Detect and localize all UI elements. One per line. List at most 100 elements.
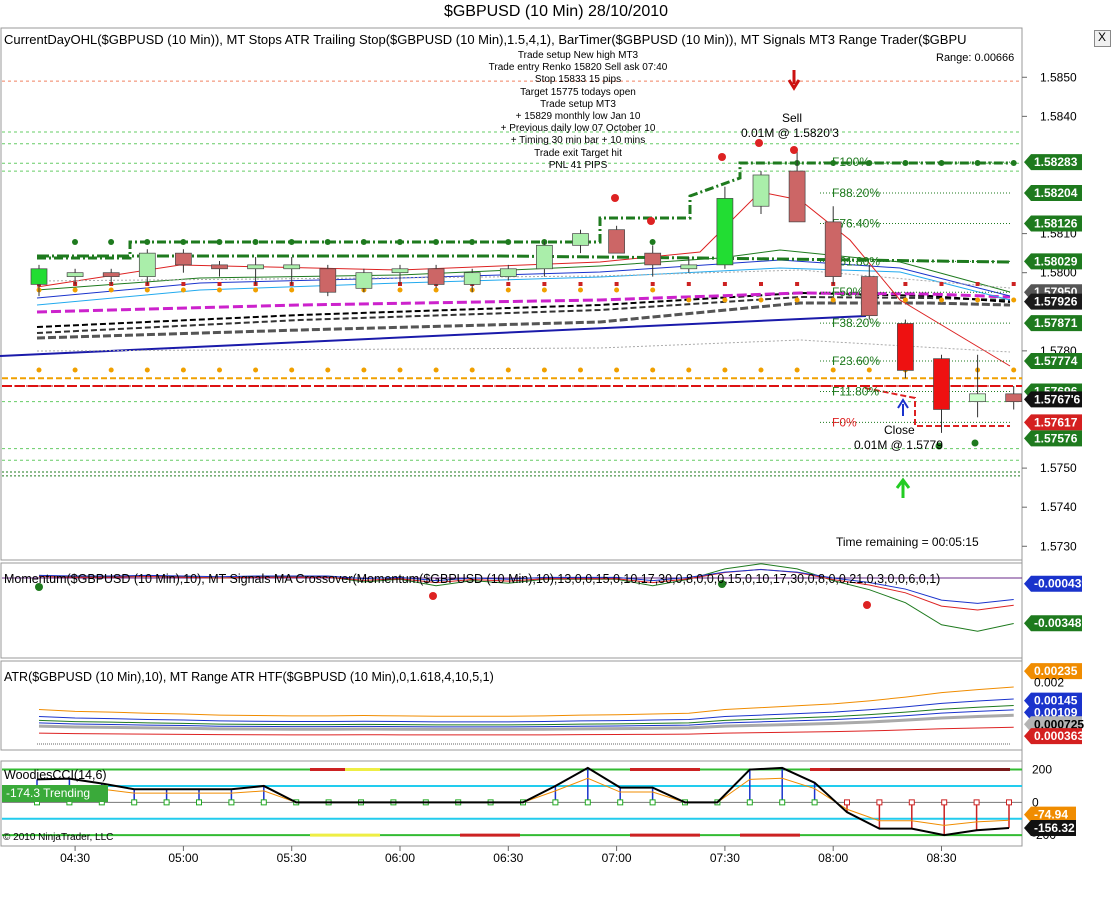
level-dot [180,239,187,245]
time-tick-label: 08:00 [818,851,848,865]
candle-body [608,229,625,254]
candle-body [319,268,337,293]
atr-badge-label: 0.000363 [1034,729,1084,743]
level-dot [289,367,295,373]
price-badge-shape [1024,253,1082,270]
price-badge-label: 1.58029 [1034,254,1078,268]
momentum-signal-dot [429,592,437,600]
atr-badge: 0.00235 [1024,663,1082,680]
sell-detail: 0.01M @ 1.5820'3 [741,126,839,140]
level-dot [180,367,186,373]
level-dot [866,160,873,166]
level-dot [975,297,981,303]
candle-body [752,174,770,207]
trend-line [0,315,867,357]
level-dot [830,367,836,373]
cci-histogram-marker [908,799,915,806]
time-tick-label: 05:00 [168,851,198,865]
price-badge-shape [1024,414,1082,431]
fib-label: F0% [832,415,857,429]
candle-body [102,272,120,277]
candle-body [499,268,517,277]
candle-body [788,170,806,223]
price-badge-shape [1024,391,1082,408]
cci-badge-shape [1024,806,1076,823]
time-tick-label: 07:30 [710,851,740,865]
signal-mark [903,282,908,286]
trade-note: PNL 41 PIPS [548,159,608,171]
cci-histogram-marker [876,799,883,806]
price-badge: 1.57926 [1024,293,1082,310]
momentum-signal-dot [863,601,871,609]
cci-badge: -74.94 [1024,806,1076,823]
cci-badge-label: -74.94 [1034,808,1068,822]
level-dot [830,297,836,303]
candle-body [66,272,84,277]
signal-mark [578,282,583,286]
signal-mark [686,282,691,286]
cci-histogram-marker [552,799,559,806]
level-dot [72,287,78,293]
sell-label: Sell [782,111,803,125]
candle-body [138,252,156,277]
moving-average-line [36,291,1011,314]
momentum-badge-shape [1024,575,1082,592]
trailing-stop-line [37,161,1010,260]
range-label: Range: 0.00666 [936,52,1015,64]
signal-dot [755,139,763,147]
close-button[interactable]: X [1094,30,1111,47]
cci-histogram-marker [746,799,753,806]
panel-frame [0,760,1023,847]
cci-line [36,766,1010,837]
fib-label: F88.20% [832,186,880,200]
signal-mark [217,282,222,286]
channel-line [36,339,1011,353]
cci-trend-badge: -174.3 Trending [2,785,108,802]
level-dot [1011,297,1017,303]
atr-badge-label: 0.000725 [1034,717,1084,731]
level-dot [433,367,439,373]
time-tick-label: 06:30 [493,851,523,865]
cci-histogram-marker [131,799,138,806]
level-dot [939,297,944,303]
level-dot [433,287,439,293]
candle-body [572,233,589,246]
signal-mark [975,282,980,286]
moving-average-line [36,291,1011,328]
atr-line [38,686,1014,717]
price-badge-label: 1.58204 [1034,186,1078,200]
cci-badge-label: -156.32 [1034,821,1075,835]
price-badge: 1.57617 [1024,414,1082,431]
level-dot [902,297,908,303]
signal-mark [1011,282,1016,286]
atr-line [38,726,1014,736]
level-dot [866,367,872,373]
signal-dot [935,442,943,450]
momentum-badge-label: -0.00348 [1034,616,1082,630]
signal-dot [718,153,726,161]
price-tick-label: 1.5750 [1040,461,1077,475]
fib-label: F76.40% [832,216,880,230]
level-dot [469,239,476,245]
level-dot [541,287,547,293]
moving-average-line [36,267,1011,306]
candle-body [427,268,445,285]
momentum-panel-title: Momentum($GBPUSD (10 Min),10), MT Signal… [4,572,941,586]
candle-body [1005,393,1023,403]
close-arrow-icon [897,398,909,416]
price-badge-label: 1.57617 [1034,415,1078,429]
close-detail: 0.01M @ 1.5779 [854,438,943,452]
level-dot [794,367,800,373]
momentum-signal-dot [35,583,43,591]
cci-badge-shape [1024,819,1076,836]
cci-histogram-marker [228,799,235,806]
cci-panel-title: WoodiesCCI(14,6) [4,768,107,782]
level-dot [253,287,259,293]
cci-badge: -156.32 [1024,819,1076,836]
time-remaining: Time remaining = 00:05:15 [836,535,979,549]
signal-mark [722,282,727,286]
level-dot [144,367,150,373]
price-badge-label: 1.57926 [1034,295,1078,309]
